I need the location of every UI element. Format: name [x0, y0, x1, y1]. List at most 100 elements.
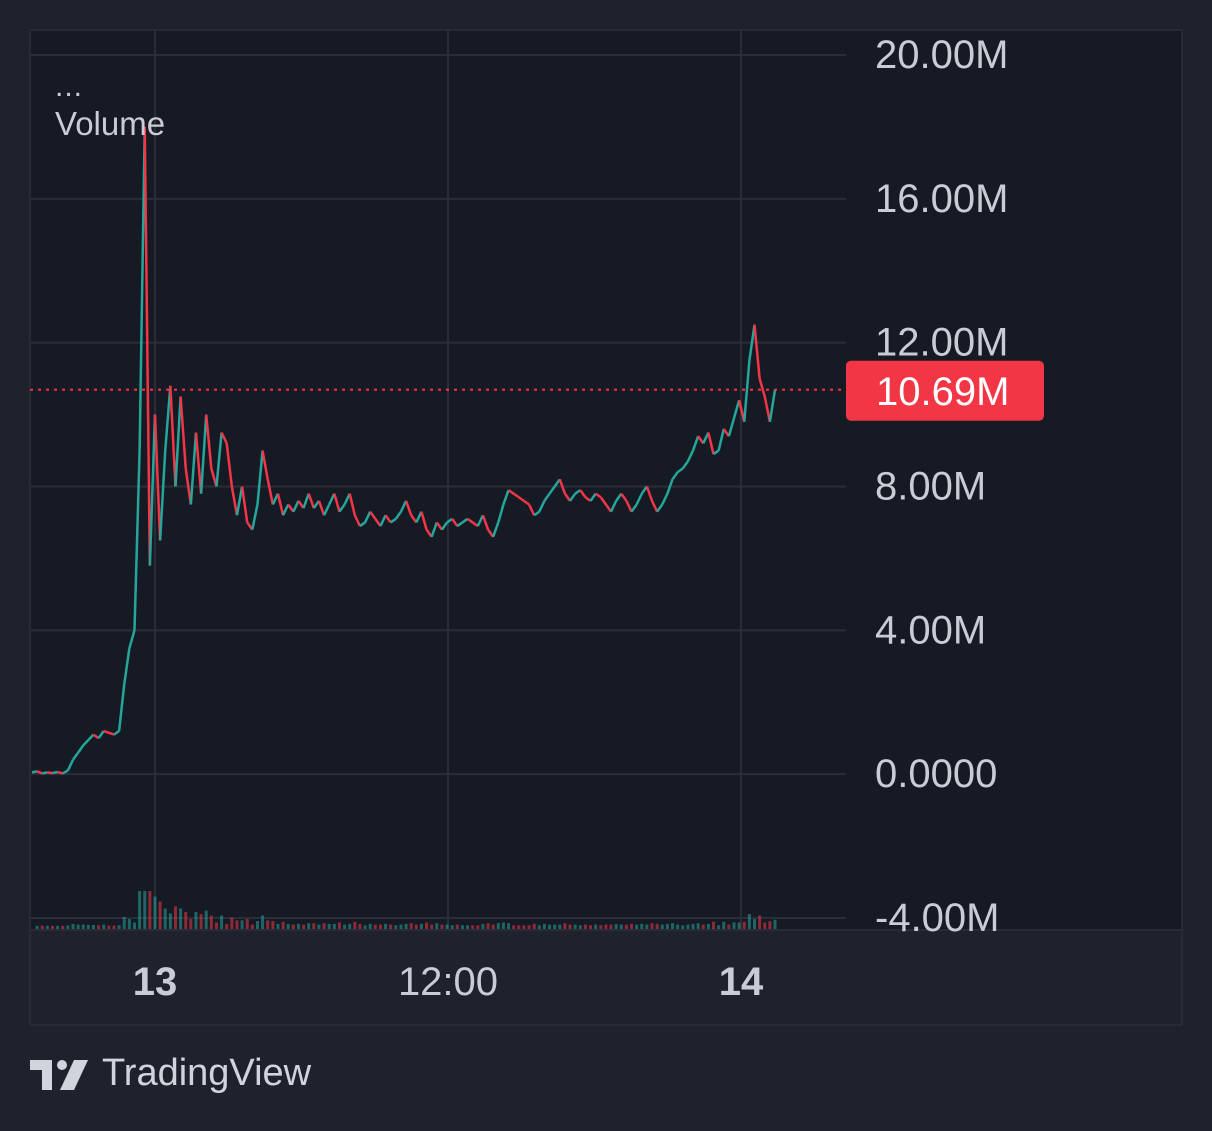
volume-bar — [476, 925, 480, 929]
series-segment — [179, 396, 187, 469]
series-segment — [676, 467, 684, 474]
series-segment — [251, 504, 259, 530]
series-segment — [404, 500, 413, 516]
volume-bar — [578, 925, 582, 929]
volume-bar — [266, 920, 270, 929]
series-segment — [609, 500, 618, 513]
series-segment — [353, 514, 362, 527]
volume-bar — [358, 923, 362, 929]
volume-bar — [235, 920, 239, 929]
volume-bar — [76, 924, 80, 929]
volume-bar — [481, 923, 485, 929]
volume-bar — [471, 925, 475, 929]
series-segment — [394, 510, 402, 520]
volume-bar — [681, 925, 685, 929]
last-value-badge[interactable] — [846, 360, 1044, 421]
volume-bar — [296, 923, 300, 929]
series-segment — [57, 770, 64, 775]
volume-bar — [86, 924, 90, 929]
series-segment — [497, 504, 505, 523]
series-segment — [686, 450, 695, 462]
volume-bar — [589, 925, 593, 929]
series-segment — [133, 450, 141, 631]
series-segment — [435, 521, 443, 531]
series-segment — [184, 468, 193, 505]
series-segment — [691, 435, 700, 451]
series-segment — [317, 500, 326, 516]
volume-bar — [276, 923, 280, 929]
series-segment — [108, 731, 115, 736]
tradingview-brand[interactable]: TradingView — [30, 1052, 311, 1095]
series-segment — [235, 486, 244, 516]
volume-bar — [496, 923, 500, 929]
volume-bar — [404, 923, 408, 929]
series-segment — [369, 510, 377, 520]
volume-bar — [747, 914, 751, 929]
series-segment — [461, 517, 469, 524]
volume-bar — [117, 925, 121, 929]
x-tick-label: 14 — [719, 960, 764, 1004]
volume-bar — [650, 923, 654, 929]
volume-bar — [614, 923, 618, 929]
series-segment — [31, 770, 38, 774]
series-segment — [579, 489, 587, 499]
volume-bar — [599, 925, 603, 929]
volume-bar — [35, 925, 39, 929]
volume-bar — [542, 923, 546, 929]
series-segment — [574, 489, 582, 495]
volume-bar — [773, 919, 777, 929]
series-segment — [389, 517, 397, 524]
series-segment — [615, 492, 623, 502]
series-segment — [635, 493, 643, 506]
series-segment — [276, 493, 285, 516]
volume-bar — [363, 925, 367, 929]
y-tick-label: 0.0000 — [875, 752, 997, 796]
volume-bar — [91, 924, 95, 929]
volume-bar — [158, 901, 162, 929]
volume-bar — [384, 923, 388, 929]
volume-bar — [332, 923, 336, 929]
volume-bar — [302, 924, 306, 929]
series-segment — [563, 492, 572, 502]
volume-bar — [758, 915, 762, 929]
legend-menu-icon[interactable]: ... — [55, 70, 84, 103]
volume-bar — [527, 925, 531, 929]
volume-bar — [368, 923, 372, 929]
series-segment — [379, 514, 387, 527]
y-tick-label: 4.00M — [875, 608, 986, 652]
volume-bar — [255, 921, 259, 929]
time-axis[interactable] — [29, 929, 1183, 1026]
series-segment — [466, 517, 474, 524]
volume-bar — [537, 925, 541, 929]
series-segment — [359, 521, 366, 528]
series-segment — [538, 500, 546, 513]
series-segment — [348, 493, 357, 516]
volume-bar — [322, 923, 326, 929]
volume-bar — [353, 921, 357, 929]
series-segment — [82, 739, 90, 747]
series-segment — [599, 496, 607, 506]
volume-bar — [173, 906, 177, 929]
volume-bar — [501, 922, 505, 929]
series-segment — [215, 432, 223, 487]
series-segment — [681, 460, 689, 470]
volume-bar — [179, 908, 183, 929]
series-segment — [158, 450, 167, 541]
series-segment — [302, 493, 310, 509]
volume-bar — [727, 924, 731, 929]
plot-pane[interactable] — [30, 30, 1182, 930]
series-segment — [625, 500, 633, 513]
volume-bar — [691, 923, 695, 929]
series-segment — [117, 684, 126, 732]
series-segment — [143, 126, 152, 566]
volume-bar — [645, 924, 649, 929]
volume-bar — [425, 922, 429, 929]
volume-bar — [635, 924, 639, 929]
volume-bar — [619, 924, 623, 929]
series-segment — [518, 496, 525, 502]
series-segment — [446, 517, 453, 524]
volume-bar — [220, 915, 224, 929]
chart-legend[interactable]: ... Volume — [55, 72, 165, 146]
volume-bar — [671, 923, 675, 929]
